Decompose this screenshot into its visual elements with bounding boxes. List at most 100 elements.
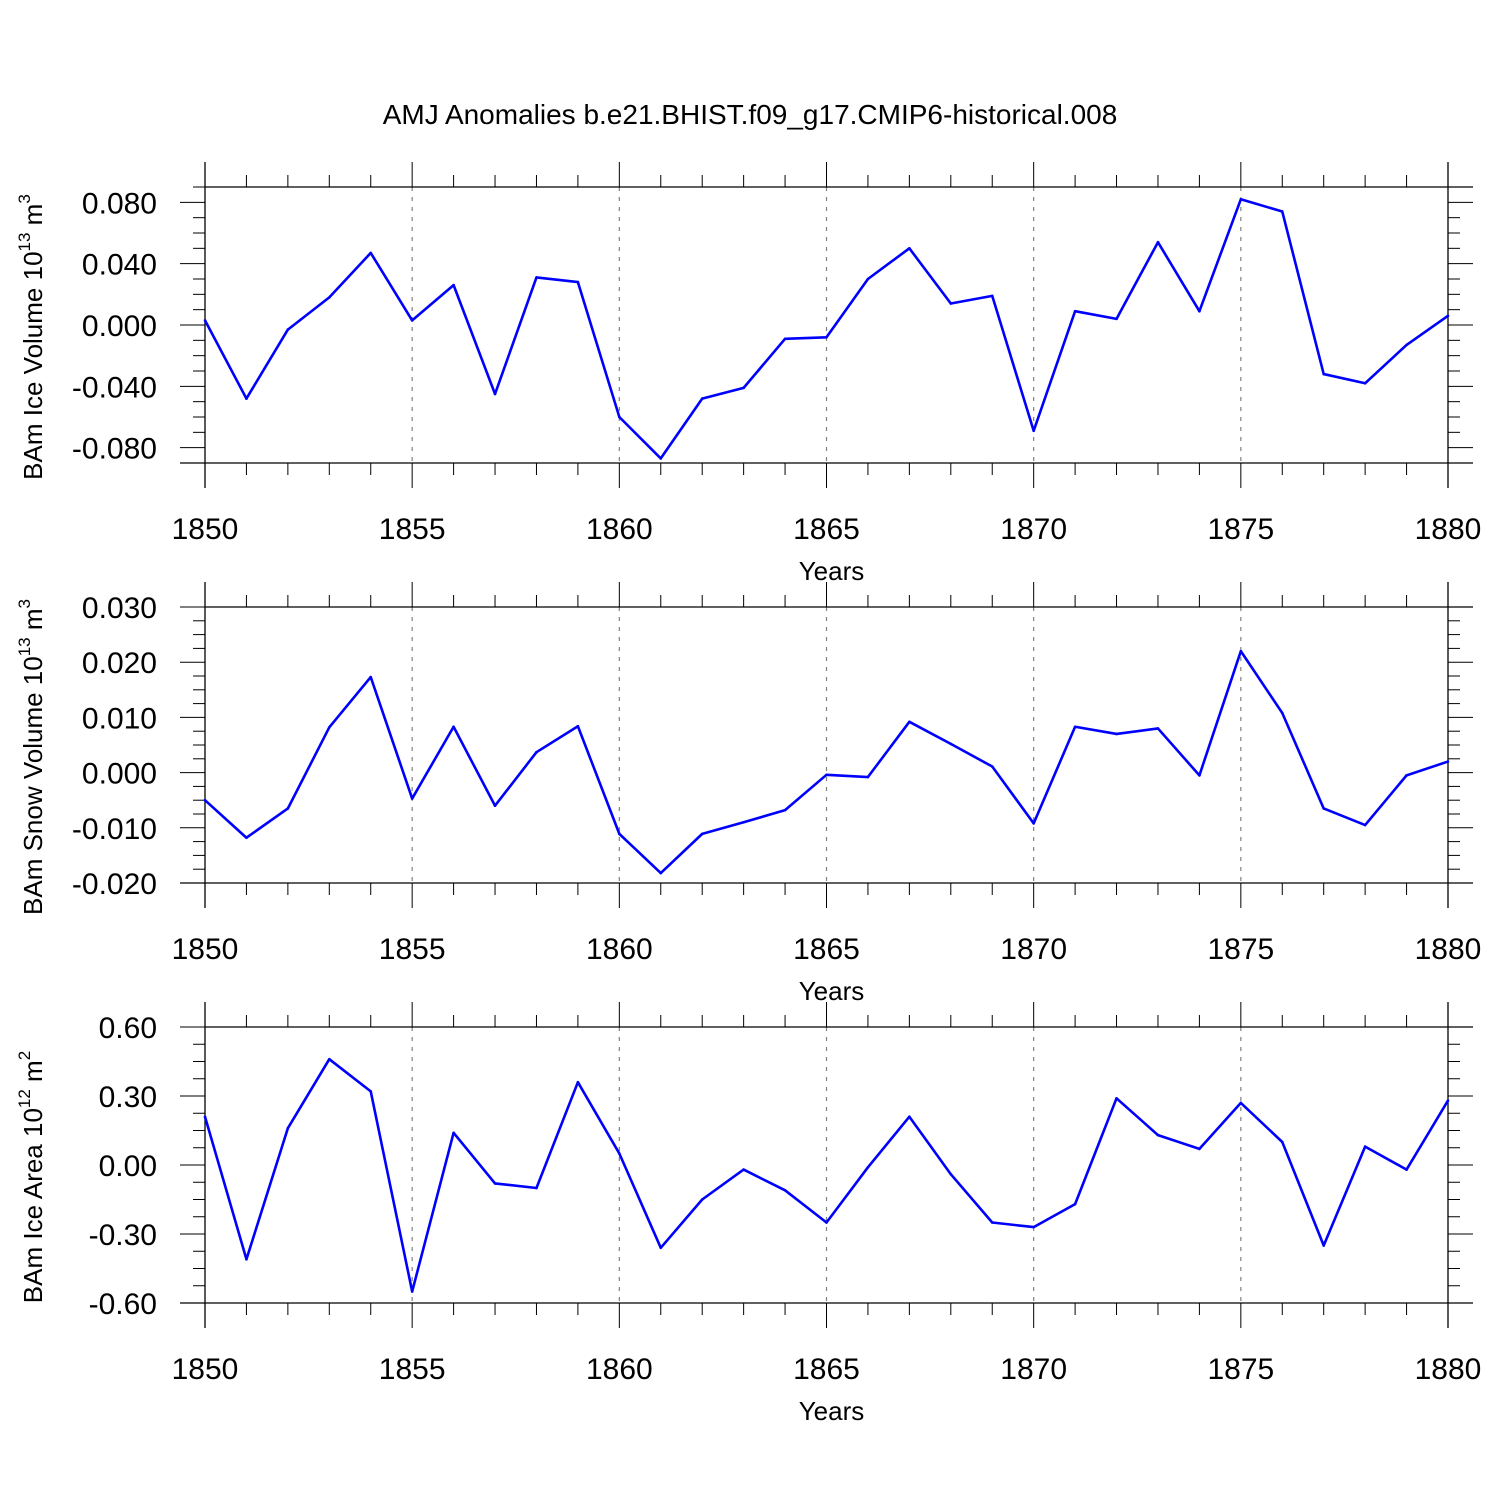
ice-area-xtick-label: 1850 (172, 1353, 239, 1386)
snow-volume-panel: 1850 1855 1860 1865 1870 1875 1880 -0.020 -0.010… (15, 582, 1481, 1006)
ice-area-data-point (700, 1198, 704, 1201)
ice-volume-ytick-label: 0.080 (82, 187, 157, 220)
ice-area-xtick-label: 1855 (379, 1353, 446, 1386)
ice-area-ytick-label: -0.60 (89, 1288, 157, 1321)
ice-volume-data-point (866, 277, 870, 281)
ice-volume-data-point (493, 392, 497, 396)
ice-area-data-point (1363, 1145, 1367, 1148)
snow-volume-data-point (328, 726, 331, 729)
snow-volume-ytick-label: -0.010 (72, 813, 157, 846)
ice-volume-data-point (535, 276, 538, 279)
ice-volume-ylabel: BAm Ice Volume 1013 m3 (15, 194, 48, 480)
snow-volume-data-point (742, 820, 745, 824)
snow-volume-ytick-label: 0.000 (82, 758, 157, 791)
snow-volume-xtick-label: 1865 (793, 933, 860, 966)
ice-volume-data-point (286, 328, 290, 331)
ice-volume-data-point (1446, 314, 1450, 318)
ice-area-data-point (742, 1168, 745, 1171)
ice-area-data-point (990, 1221, 994, 1224)
ice-volume-data-point (1198, 309, 1201, 313)
snow-volume-data-point (1363, 823, 1367, 827)
ice-area-xtick-label: 1875 (1207, 1353, 1274, 1386)
ice-volume-data-point (1405, 343, 1408, 347)
ice-area-xtick-label: 1880 (1415, 1353, 1482, 1386)
snow-volume-data-point (1073, 725, 1077, 729)
snow-volume-ytick-label: 0.030 (82, 592, 157, 625)
snow-volume-data-point (1322, 807, 1325, 810)
ice-volume-data-point (452, 283, 455, 287)
ice-area-data-point (1198, 1147, 1201, 1151)
ice-volume-data-point (618, 415, 621, 419)
ice-volume-data-point (328, 296, 331, 299)
ice-area-data-point (1032, 1225, 1035, 1229)
ice-area-data-point (1073, 1202, 1077, 1206)
ice-volume-data-point (949, 302, 953, 305)
ice-volume-data-point (1363, 381, 1367, 385)
ice-area-data-point (1322, 1244, 1325, 1247)
ice-area-data-point (576, 1080, 580, 1084)
ice-volume-xlabel: Years (799, 556, 865, 586)
snow-volume-ytick-label: 0.020 (82, 647, 157, 680)
panels: 1850 1855 1860 1865 1870 1875 1880 -0.080 -0.040… (15, 162, 1481, 1426)
snow-volume-data-point (825, 773, 828, 777)
ice-volume-data-point (410, 319, 414, 322)
snow-volume-data-point (1446, 760, 1450, 763)
ice-volume-data-point (825, 335, 828, 339)
snow-volume-data-point (203, 798, 207, 802)
ice-volume-data-point (990, 294, 994, 298)
snow-volume-data-point (866, 775, 870, 779)
snow-volume-data-point (1156, 727, 1160, 730)
ice-volume-data-point (203, 319, 207, 322)
ice-area-data-point (1115, 1097, 1118, 1100)
ice-area-ytick-label: -0.30 (89, 1219, 157, 1252)
ice-area-data-point (783, 1189, 787, 1192)
snow-volume-xtick-label: 1855 (379, 933, 446, 966)
ice-volume-data-point (783, 337, 787, 341)
ice-volume-data-point (1280, 210, 1284, 213)
ice-area-data-point (866, 1166, 870, 1169)
ice-volume-data-point (576, 280, 580, 284)
ice-area-data-point (908, 1115, 911, 1118)
ice-volume-ytick-label: 0.000 (82, 310, 157, 343)
figure-title: AMJ Anomalies b.e21.BHIST.f09_g17.CMIP6-… (383, 99, 1118, 130)
ice-volume-data-point (659, 457, 663, 460)
ice-volume-xtick-label: 1880 (1415, 513, 1482, 546)
ice-volume-data-point (1322, 372, 1325, 376)
ice-area-data-point (493, 1182, 497, 1185)
ice-volume-data-point (1239, 197, 1243, 201)
ice-volume-xtick-label: 1850 (172, 513, 239, 546)
ice-area-xtick-label: 1870 (1000, 1353, 1067, 1386)
snow-volume-data-point (700, 832, 704, 836)
ice-area-data-point (825, 1221, 828, 1224)
snow-volume-data-point (1115, 732, 1118, 736)
snow-volume-data-point (1405, 774, 1408, 777)
ice-volume-data-point (1156, 240, 1160, 244)
snow-volume-data-point (949, 742, 953, 746)
ice-area-data-point (410, 1290, 414, 1293)
snow-volume-data-point (618, 832, 621, 836)
ice-area-data-point (1280, 1140, 1284, 1144)
snow-volume-data-point (1032, 822, 1035, 825)
ice-area-ytick-label: 0.00 (99, 1150, 157, 1183)
snow-volume-data-point (990, 765, 994, 768)
snow-volume-data-point (410, 797, 414, 800)
snow-volume-data-point (576, 724, 580, 728)
ice-volume-ytick-label: 0.040 (82, 249, 157, 282)
snow-volume-ylabel: BAm Snow Volume 1013 m3 (15, 599, 48, 915)
ice-volume-data-point (700, 397, 704, 400)
ice-volume-xtick-label: 1865 (793, 513, 860, 546)
ice-volume-data-point (369, 251, 373, 255)
snow-volume-data-point (369, 675, 373, 679)
ice-area-ylabel: BAm Ice Area 1012 m2 (15, 1051, 48, 1303)
ice-area-data-point (1156, 1133, 1160, 1137)
ice-volume-data-point (1073, 309, 1077, 313)
ice-volume-xtick-label: 1860 (586, 513, 653, 546)
snow-volume-data-point (452, 725, 455, 729)
ice-area-ytick-label: 0.60 (99, 1012, 157, 1045)
ice-area-data-point (203, 1115, 207, 1118)
ice-volume-data-point (245, 397, 248, 400)
ice-area-xtick-label: 1860 (586, 1353, 653, 1386)
snow-volume-xtick-label: 1870 (1000, 933, 1067, 966)
ice-area-data-point (659, 1246, 663, 1250)
snow-volume-data-point (908, 720, 911, 724)
